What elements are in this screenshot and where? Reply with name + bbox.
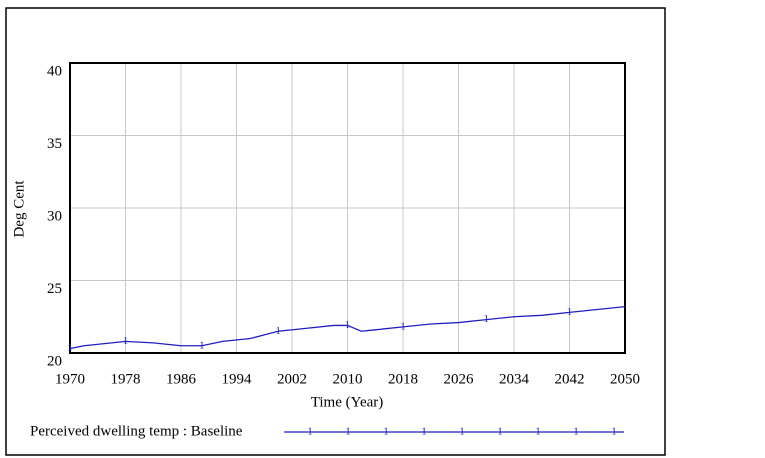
x-tick-label: 1994 — [222, 371, 253, 387]
series-marker: 1 — [345, 319, 351, 331]
legend-marker: 1 — [383, 426, 389, 438]
x-tick-label: 2034 — [499, 371, 530, 387]
x-tick-label: 2050 — [610, 371, 640, 387]
legend-marker: 1 — [535, 426, 541, 438]
frame — [5, 7, 666, 456]
legend-label: Perceived dwelling temp : Baseline — [30, 423, 243, 439]
y-tick-label: 25 — [47, 281, 62, 297]
x-tick-label: 2010 — [333, 371, 363, 387]
y-tick-label: 35 — [47, 136, 62, 152]
y-tick-label: 30 — [47, 208, 62, 224]
y-tick-label: 40 — [47, 63, 62, 79]
x-tick-label: 2042 — [555, 371, 585, 387]
series-marker: 1 — [123, 335, 129, 347]
x-tick-label: 1978 — [111, 371, 141, 387]
y-tick-label: 20 — [47, 353, 62, 369]
legend-marker: 1 — [459, 426, 465, 438]
x-tick-label: 2026 — [444, 371, 475, 387]
series-marker: 1 — [567, 306, 573, 318]
series-marker: 1 — [199, 339, 205, 351]
x-tick-label: 2002 — [277, 371, 307, 387]
series-marker: 1 — [484, 313, 490, 325]
legend-marker: 1 — [345, 426, 351, 438]
legend-marker: 1 — [307, 426, 313, 438]
legend-marker: 1 — [497, 426, 503, 438]
data-line — [69, 305, 626, 350]
series-marker: 1 — [67, 342, 73, 354]
legend-marker: 1 — [421, 426, 427, 438]
y-axis-label: Deg Cent — [11, 180, 27, 238]
legend-marker: 1 — [573, 426, 579, 438]
x-tick-label: 1986 — [166, 371, 197, 387]
plot-border — [69, 62, 626, 354]
series-marker: 1 — [400, 320, 406, 332]
x-tick-label: 1970 — [55, 371, 85, 387]
x-axis-label: Time (Year) — [311, 394, 384, 410]
series-marker: 1 — [275, 325, 281, 337]
x-tick-label: 2018 — [388, 371, 418, 387]
legend-marker: 1 — [611, 426, 617, 438]
